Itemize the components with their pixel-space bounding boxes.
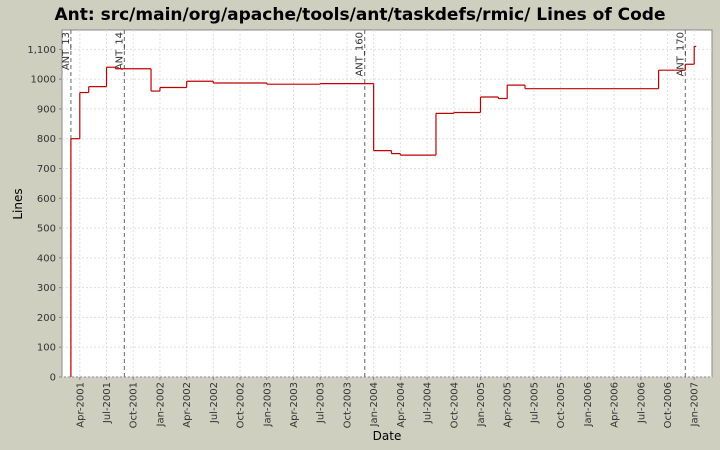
y-tick-label: 600 [37, 194, 56, 205]
x-tick-label: Jan-2005 [476, 382, 487, 427]
x-tick-label: Oct-2004 [449, 382, 460, 428]
y-tick-label: 0 [50, 373, 56, 384]
x-tick-label: Apr-2005 [503, 382, 514, 428]
y-tick-label: 200 [37, 313, 56, 324]
y-tick-label: 800 [37, 134, 56, 145]
y-tick-label: 1000 [31, 75, 56, 86]
x-tick-label: Oct-2005 [556, 382, 567, 428]
x-tick-label: Apr-2006 [610, 382, 621, 428]
x-tick-label: Jan-2006 [583, 382, 594, 427]
x-tick-label: Jul-2003 [316, 382, 327, 424]
x-axis-label: Date [373, 429, 402, 443]
y-tick-label: 300 [37, 283, 56, 294]
x-tick-label: Jan-2003 [262, 382, 273, 427]
x-tick-label: Jan-2007 [690, 382, 701, 427]
x-tick-label: Jul-2006 [636, 382, 647, 424]
x-tick-label: Jan-2002 [155, 382, 166, 427]
y-tick-label: 400 [37, 253, 56, 264]
x-tick-label: Jul-2001 [102, 382, 113, 424]
x-tick-label: Apr-2004 [396, 382, 407, 428]
y-tick-label: 100 [37, 343, 56, 354]
x-tick-label: Jul-2005 [529, 382, 540, 424]
marker-label: ANT_170 [675, 32, 686, 77]
y-tick-label: 500 [37, 224, 56, 235]
x-tick-label: Jul-2004 [423, 382, 434, 424]
chart-title: Ant: src/main/org/apache/tools/ant/taskd… [55, 5, 666, 25]
x-tick-label: Oct-2006 [663, 382, 674, 428]
x-tick-label: Apr-2001 [75, 382, 86, 428]
x-tick-label: Apr-2003 [289, 382, 300, 428]
x-tick-label: Oct-2001 [129, 382, 140, 428]
x-tick-label: Oct-2003 [342, 382, 353, 428]
y-tick-label: 700 [37, 164, 56, 175]
y-tick-label: 1,100 [27, 45, 56, 56]
x-tick-label: Oct-2002 [236, 382, 247, 428]
x-tick-label: Jan-2004 [369, 382, 380, 427]
marker-label: ANT_14 [114, 32, 125, 70]
y-tick-label: 900 [37, 104, 56, 115]
marker-label: ANT_160 [355, 32, 366, 77]
x-tick-label: Jul-2002 [209, 382, 220, 424]
y-axis-label: Lines [11, 188, 25, 219]
marker-label: ANT_13 [61, 32, 72, 70]
x-tick-label: Apr-2002 [182, 382, 193, 428]
